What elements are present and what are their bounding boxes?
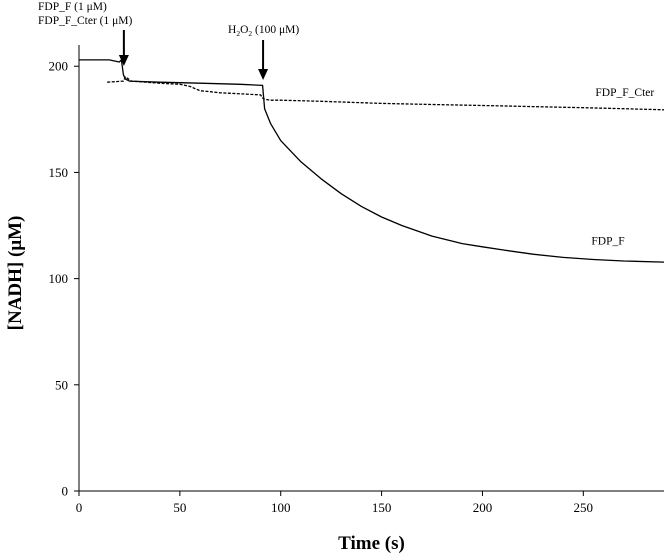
series-group <box>79 59 665 263</box>
y-tick-label: 50 <box>55 377 68 392</box>
labels-group: FDP_F_Cter FDP_F FDP_F (1 μM) FDP_F_Cter (1… <box>38 1 654 248</box>
y-tick-label: 0 <box>62 484 69 499</box>
series-line-fdp-f-cter <box>107 76 665 111</box>
x-tick-label: 50 <box>173 500 186 515</box>
x-tick-label: 200 <box>473 500 493 515</box>
x-tick-label: 250 <box>574 500 594 515</box>
y-tick-label: 200 <box>49 59 69 74</box>
series-label: FDP_F_Cter <box>595 87 654 99</box>
h2o2-arrow-head <box>258 69 269 80</box>
x-tick-label: 100 <box>271 500 291 515</box>
y-tick-label: 150 <box>49 165 69 180</box>
enzyme-arrow-head <box>118 55 129 66</box>
axes: 0 50 100 150 200 0 50 100 150 200 250 Time (s) [NADH… <box>5 45 664 554</box>
enzyme-annotation-line: FDP_F (1 μM) <box>38 1 107 13</box>
x-tick-label: 0 <box>76 500 83 515</box>
x-tick-label: 150 <box>372 500 392 515</box>
x-axis-title: Time (s) <box>338 533 405 554</box>
series-label: FDP_F <box>591 236 624 248</box>
h2o2-annotation: H2O2 (100 μM) <box>228 24 299 38</box>
y-tick-label: 100 <box>49 271 69 286</box>
series-line-fdp-f <box>79 59 665 263</box>
enzyme-annotation-line: FDP_F_Cter (1 μM) <box>38 15 133 27</box>
y-axis-title: [NADH] (μM) <box>5 216 26 331</box>
